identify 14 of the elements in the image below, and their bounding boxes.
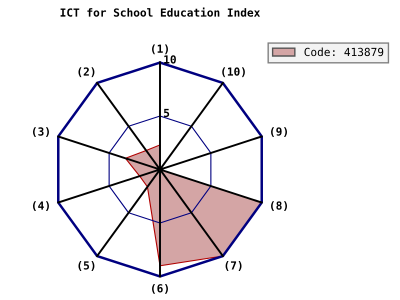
y-tick-label: 5 xyxy=(164,108,170,118)
spoke-label: (4) xyxy=(33,201,49,212)
chart-title: ICT for School Education Index xyxy=(60,8,260,17)
spoke-label: (1) xyxy=(152,44,168,54)
spoke-label: (10) xyxy=(222,67,245,78)
spoke-label: (8) xyxy=(271,201,287,212)
spoke-label: (3) xyxy=(33,127,49,138)
spoke-label: (2) xyxy=(78,67,94,78)
spoke-label: (5) xyxy=(78,261,94,271)
y-tick-label: 10 xyxy=(164,55,176,64)
spoke-label: (7) xyxy=(226,261,242,271)
spoke-label: (6) xyxy=(152,284,168,294)
spoke-label: (9) xyxy=(271,127,287,138)
legend-label: Code: 413879 xyxy=(304,48,384,56)
